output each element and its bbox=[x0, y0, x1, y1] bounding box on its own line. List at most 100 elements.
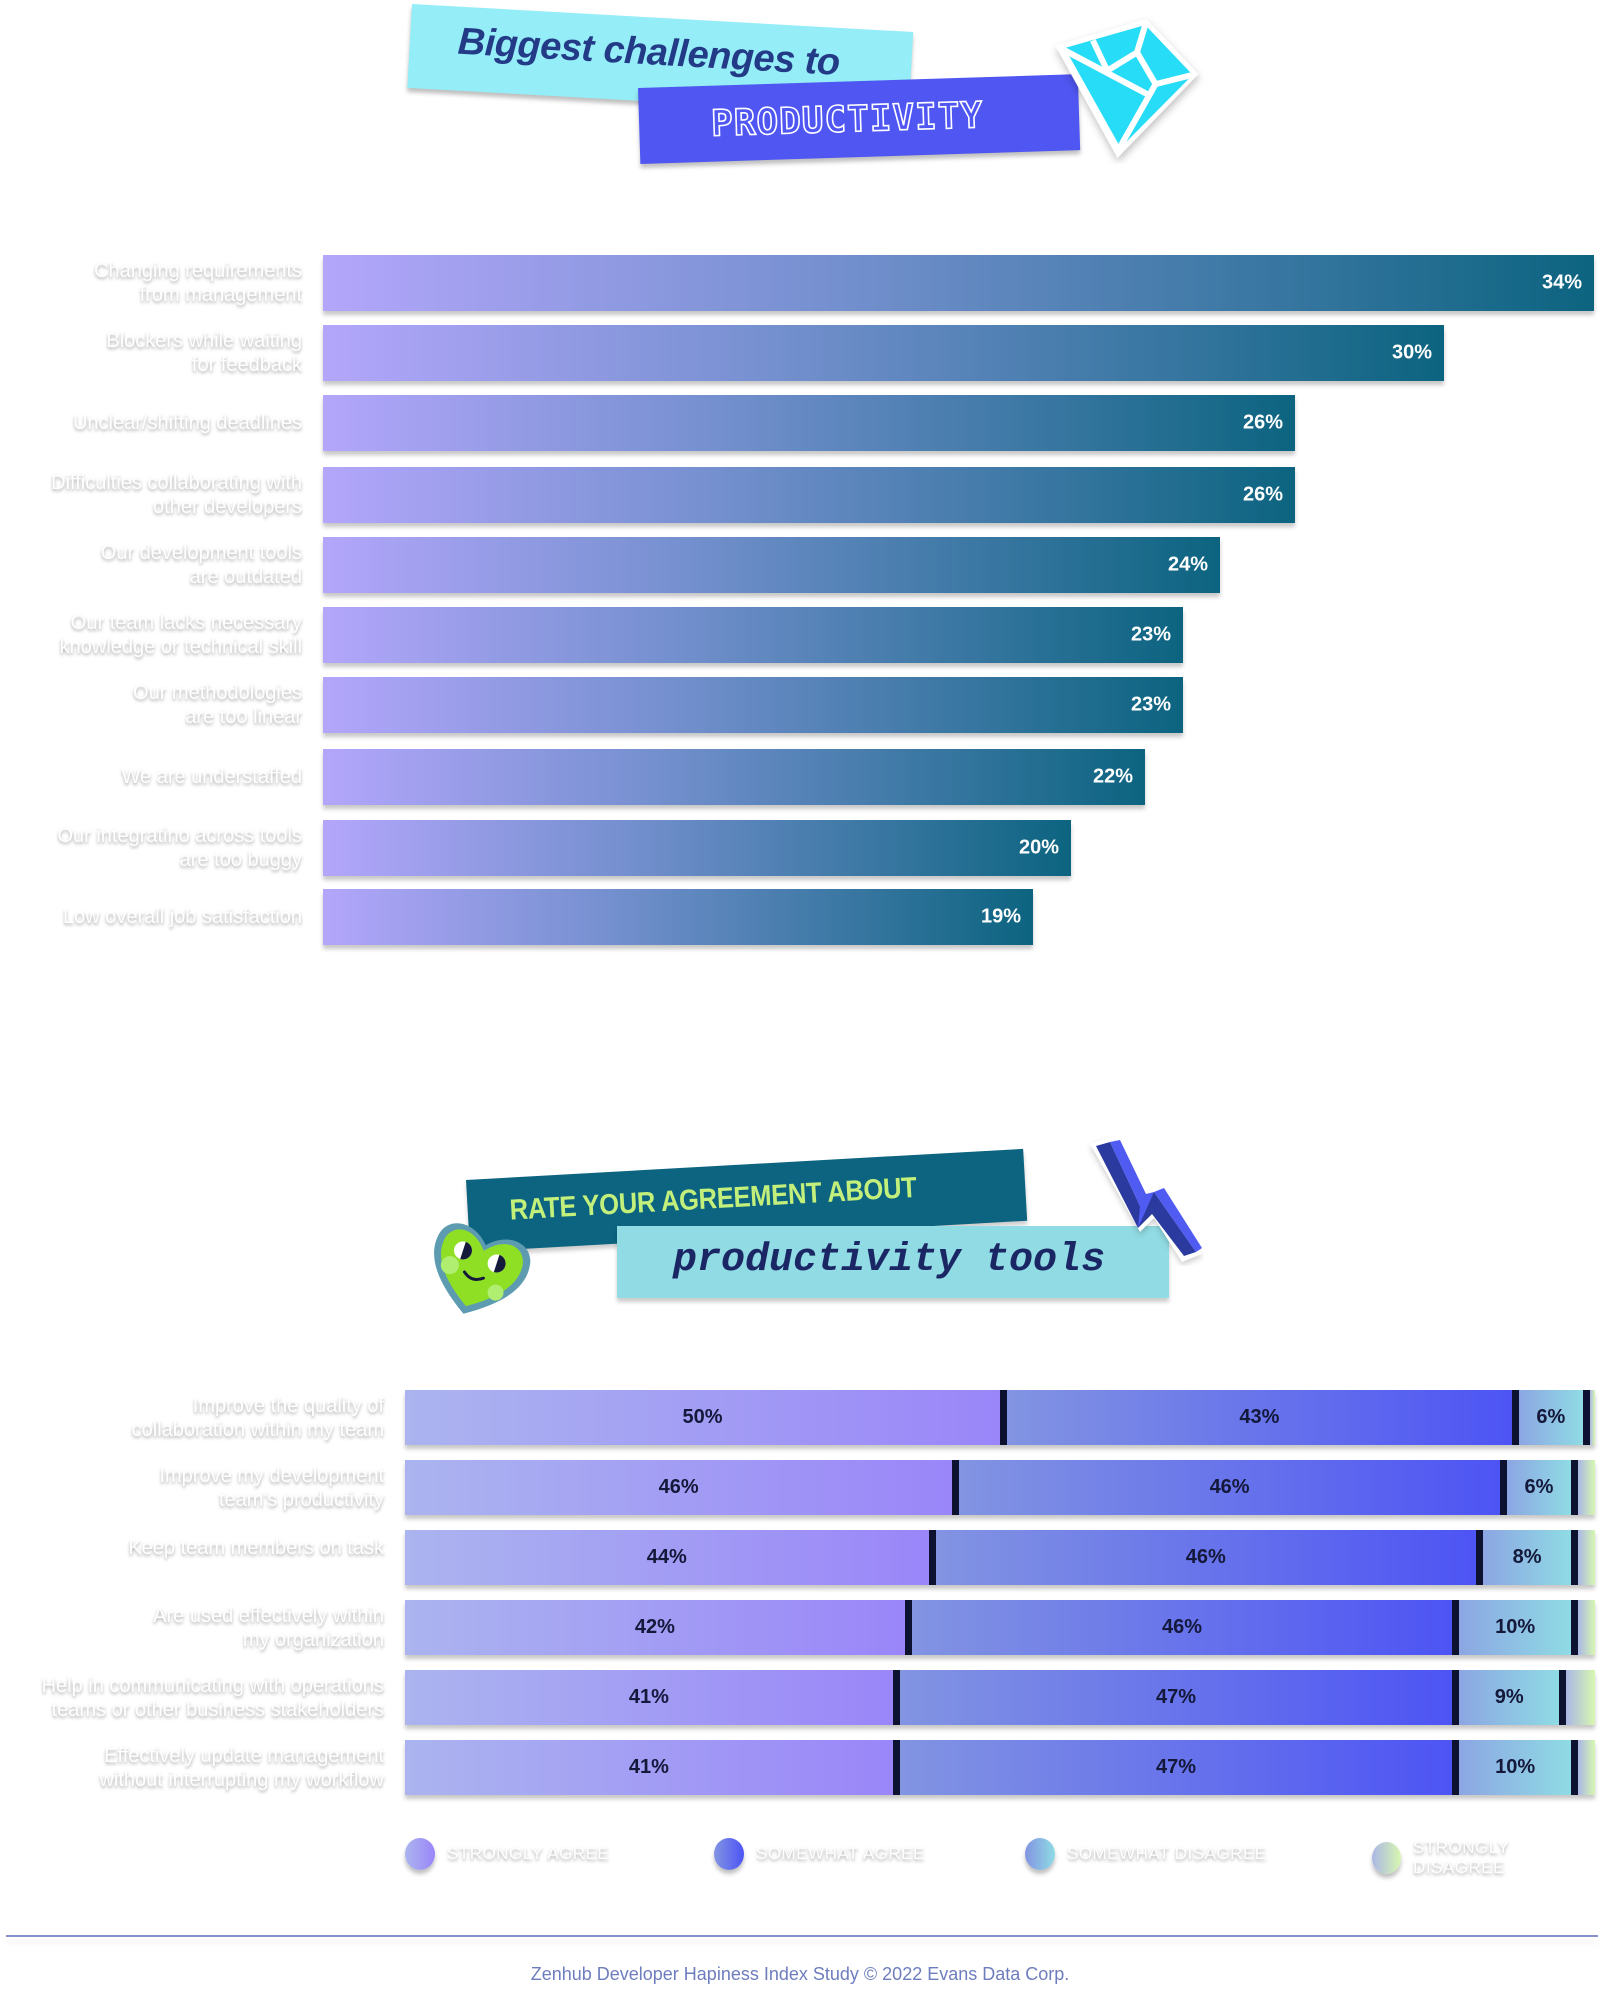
segment-value-label: 10% bbox=[1495, 1616, 1536, 1638]
segment-value-label: 46% bbox=[1209, 1476, 1250, 1498]
legend-swatch-icon bbox=[405, 1838, 435, 1870]
bar-value-label: 22% bbox=[1092, 765, 1133, 788]
segment-value-label: 9% bbox=[1494, 1686, 1524, 1708]
bar-row: We are understaffed 22% bbox=[0, 749, 1600, 805]
bar-row: Our team lacks necessary knowledge or tec… bbox=[0, 607, 1600, 663]
bar-row: Low overall job satisfaction 19% bbox=[0, 889, 1600, 945]
bar: 34% bbox=[323, 255, 1594, 311]
bar-category-label: Our development tools are outdated bbox=[100, 542, 302, 588]
segment-value-label: 46% bbox=[658, 1476, 699, 1498]
legend-swatch-icon bbox=[714, 1838, 744, 1870]
segment-somewhat-disagree: 6% bbox=[1511, 1390, 1584, 1445]
segment-somewhat-disagree: 6% bbox=[1499, 1460, 1572, 1515]
title-line-1: Biggest challenges to bbox=[456, 20, 841, 84]
segment-value-label: 50% bbox=[682, 1406, 723, 1428]
stacked-bar: 50% 43% 6% bbox=[405, 1390, 1595, 1445]
legend-label: SOMEWHAT DISAGREE bbox=[1067, 1844, 1267, 1863]
segment-value-label: 47% bbox=[1156, 1686, 1197, 1708]
stacked-category-label: Help in communicating with operations tea… bbox=[41, 1674, 384, 1721]
subtitle-banner-bottom: productivity tools bbox=[617, 1226, 1169, 1298]
bar-category-label: Blockers while waiting for feedback bbox=[106, 330, 302, 376]
bar: 22% bbox=[323, 749, 1145, 805]
stacked-category-label: Improve the quality of collaboration with… bbox=[131, 1394, 384, 1441]
segment-value-label: 41% bbox=[628, 1686, 669, 1708]
segment-somewhat-agree: 43% bbox=[1000, 1390, 1512, 1445]
bar-category-label: Our methodologies are too linear bbox=[133, 682, 302, 728]
legend-item-strongly-agree: STRONGLY AGREE bbox=[405, 1838, 609, 1870]
bar: 23% bbox=[323, 607, 1183, 663]
subtitle-line-2: productivity tools bbox=[673, 1238, 1106, 1283]
bar-category-label: Low overall job satisfaction bbox=[62, 906, 302, 928]
footer-divider bbox=[6, 1935, 1598, 1937]
stacked-row: Keep team members on task 44% 46% 8% bbox=[0, 1530, 1600, 1585]
legend-label: STRONGLY AGREE bbox=[447, 1844, 610, 1863]
stacked-row: Improve the quality of collaboration with… bbox=[0, 1390, 1600, 1445]
segment-strongly-agree: 41% bbox=[405, 1670, 893, 1725]
stacked-category-label: Improve my development team's productivit… bbox=[159, 1464, 384, 1511]
bar-value-label: 30% bbox=[1391, 341, 1432, 364]
bar-value-label: 26% bbox=[1242, 483, 1283, 506]
segment-value-label: 47% bbox=[1156, 1756, 1197, 1778]
legend-item-somewhat-disagree: SOMEWHAT DISAGREE bbox=[1025, 1838, 1267, 1870]
stacked-row: Effectively update management without int… bbox=[0, 1740, 1600, 1795]
legend-swatch-icon bbox=[1372, 1842, 1402, 1874]
bar-value-label: 20% bbox=[1018, 836, 1059, 859]
stacked-bar: 42% 46% 10% bbox=[405, 1600, 1595, 1655]
segment-value-label: 43% bbox=[1239, 1406, 1280, 1428]
bar-category-label: Difficulties collaborating with other dev… bbox=[51, 472, 302, 518]
segment-value-label: 41% bbox=[628, 1756, 669, 1778]
segment-somewhat-disagree: 10% bbox=[1452, 1740, 1572, 1795]
bar-value-label: 34% bbox=[1541, 271, 1582, 294]
bar: 23% bbox=[323, 677, 1183, 733]
segment-value-label: 42% bbox=[634, 1616, 675, 1638]
segment-strongly-disagree bbox=[1571, 1460, 1595, 1515]
segment-strongly-disagree bbox=[1571, 1530, 1595, 1585]
bar-row: Difficulties collaborating with other dev… bbox=[0, 467, 1600, 523]
segment-value-label: 10% bbox=[1495, 1756, 1536, 1778]
segment-somewhat-agree: 46% bbox=[904, 1600, 1453, 1655]
segment-strongly-agree: 41% bbox=[405, 1740, 893, 1795]
segment-strongly-agree: 44% bbox=[405, 1530, 929, 1585]
bar-value-label: 24% bbox=[1167, 553, 1208, 576]
heart-face-icon bbox=[434, 1223, 531, 1314]
bar-value-label: 26% bbox=[1242, 411, 1283, 434]
stacked-bar: 46% 46% 6% bbox=[405, 1460, 1595, 1515]
stacked-bar: 41% 47% 10% bbox=[405, 1740, 1595, 1795]
stacked-category-label: Keep team members on task bbox=[128, 1537, 384, 1559]
segment-strongly-agree: 50% bbox=[405, 1390, 1000, 1445]
stacked-row: Help in communicating with operations tea… bbox=[0, 1670, 1600, 1725]
segment-strongly-disagree bbox=[1583, 1390, 1595, 1445]
segment-strongly-disagree bbox=[1559, 1670, 1595, 1725]
segment-value-label: 6% bbox=[1524, 1476, 1554, 1498]
legend-label: STRONGLY DISAGREE bbox=[1413, 1838, 1509, 1877]
bar-row: Our development tools are outdated 24% bbox=[0, 537, 1600, 593]
stacked-row: Improve my development team's productivit… bbox=[0, 1460, 1600, 1515]
footer-credit: Zenhub Developer Hapiness Index Study © … bbox=[530, 1964, 1070, 1984]
subtitle-line-1: RATE YOUR AGREEMENT ABOUT bbox=[508, 1171, 918, 1227]
stacked-category-label: Are used effectively within my organizati… bbox=[153, 1604, 384, 1651]
stacked-category-label: Effectively update management without int… bbox=[99, 1744, 384, 1791]
stacked-bar: 41% 47% 9% bbox=[405, 1670, 1595, 1725]
segment-value-label: 8% bbox=[1512, 1546, 1542, 1568]
bar-row: Changing requirements from management 34% bbox=[0, 255, 1600, 311]
bar-row: Unclear/shifting deadlines 26% bbox=[0, 395, 1600, 451]
bar: 30% bbox=[323, 325, 1444, 381]
segment-somewhat-agree: 46% bbox=[928, 1530, 1476, 1585]
stacked-row: Are used effectively within my organizati… bbox=[0, 1600, 1600, 1655]
bar-category-label: Our team lacks necessary knowledge or tec… bbox=[59, 612, 302, 658]
segment-strongly-disagree bbox=[1571, 1600, 1595, 1655]
bar-row: Our methodologies are too linear 23% bbox=[0, 677, 1600, 733]
title-banner-bottom: PRODUCTIVITY bbox=[638, 74, 1081, 164]
bar-value-label: 23% bbox=[1130, 623, 1171, 646]
segment-somewhat-disagree: 10% bbox=[1452, 1600, 1572, 1655]
segment-somewhat-disagree: 8% bbox=[1475, 1530, 1572, 1585]
bar: 26% bbox=[323, 395, 1295, 451]
bar: 26% bbox=[323, 467, 1295, 523]
bar-category-label: Changing requirements from management bbox=[94, 260, 302, 306]
segment-value-label: 6% bbox=[1536, 1406, 1566, 1428]
segment-somewhat-agree: 47% bbox=[892, 1670, 1453, 1725]
bar-category-label: Unclear/shifting deadlines bbox=[72, 412, 302, 434]
legend-item-somewhat-agree: SOMEWHAT AGREE bbox=[714, 1838, 925, 1870]
legend-label: SOMEWHAT AGREE bbox=[756, 1844, 925, 1863]
segment-somewhat-agree: 46% bbox=[952, 1460, 1500, 1515]
